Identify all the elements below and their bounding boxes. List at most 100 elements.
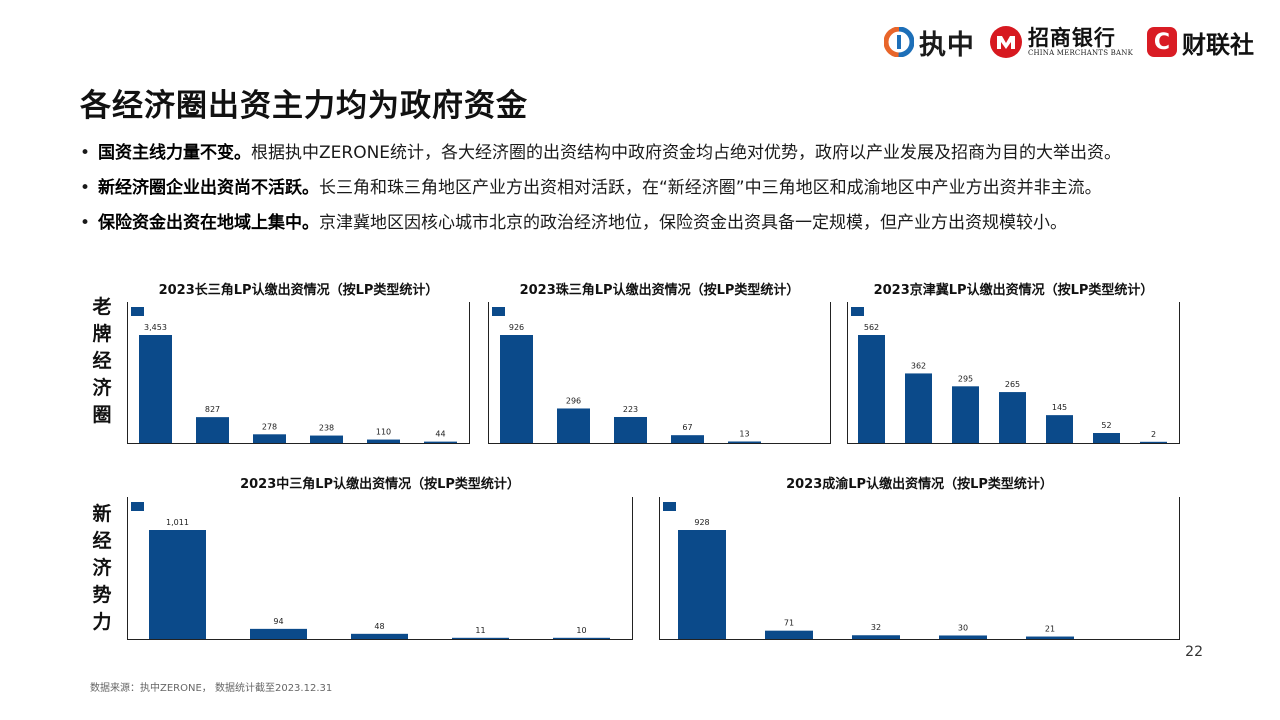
cmb-logo: 招商银行 CHINA MERCHANTS BANK [989, 25, 1133, 59]
chart-data-label: 21 [1045, 625, 1055, 634]
chart-title: 2023京津冀LP认缴出资情况（按LP类型统计） [873, 283, 1154, 298]
chart-data-label: 827 [205, 405, 220, 414]
chart-svg: 926 296 223 67 13 [488, 302, 831, 444]
side-label-char: 新 [92, 503, 112, 525]
chart-data-label: 71 [784, 619, 794, 628]
side-label-old: 老 牌 经 济 圈 [90, 294, 114, 429]
chart-plot-area: 926 296 223 67 13 [488, 302, 831, 444]
chart-data-label: 3,453 [144, 323, 167, 332]
chart-bar [253, 434, 286, 443]
chart-bar [852, 635, 900, 639]
chart-data-label: 52 [1101, 421, 1111, 430]
chart-bar [139, 335, 172, 443]
chart-data-label: 94 [273, 617, 283, 626]
chart-bar [500, 335, 533, 443]
chart-title: 2023中三角LP认缴出资情况（按LP类型统计） [240, 477, 520, 492]
chart-data-label: 238 [319, 424, 334, 433]
bullet-text: 京津冀地区因核心城市北京的政治经济地位，保险资金出资具备一定规模，但产业方出资规… [319, 213, 1067, 233]
chart-data-label: 44 [435, 430, 445, 439]
legend-swatch [131, 307, 144, 316]
chart-data-label: 296 [566, 396, 581, 405]
chart-bar [557, 408, 590, 443]
bullet-text: 长三角和珠三角地区产业方出资相对活跃，在“新经济圈”中三角地区和成渝地区中产业方… [319, 178, 1102, 198]
cmb-logo-text: 招商银行 [1027, 25, 1116, 50]
bullet-item: 新经济圈企业出资尚不活跃。长三角和珠三角地区产业方出资相对活跃，在“新经济圈”中… [80, 171, 1230, 206]
chart-plot-area: 928 71 32 30 21 [659, 497, 1180, 640]
legend-swatch [663, 502, 676, 511]
bullet-list: 国资主线力量不变。根据执中ZERONE统计，各大经济圈的出资结构中政府资金均占绝… [80, 136, 1230, 241]
cmb-logo-icon [989, 26, 1022, 58]
page-number: 22 [1185, 644, 1203, 660]
side-label-char: 老 [92, 296, 112, 318]
cls-logo: C 财联社 [1147, 25, 1254, 60]
chart-bar [614, 416, 647, 443]
chart-title: 2023成渝LP认缴出资情况（按LP类型统计） [786, 477, 1053, 492]
chart-data-label: 32 [871, 623, 881, 632]
cls-logo-text: 财联社 [1182, 30, 1254, 59]
chart-bar [671, 435, 704, 443]
chart-data-label: 223 [623, 405, 638, 414]
bullet-item: 保险资金出资在地域上集中。京津冀地区因核心城市北京的政治经济地位，保险资金出资具… [80, 206, 1230, 241]
side-label-char: 济 [92, 557, 112, 579]
bullet-text: 根据执中ZERONE统计，各大经济圈的出资结构中政府资金均占绝对优势，政府以产业… [251, 143, 1122, 163]
side-label-char: 牌 [92, 323, 112, 345]
legend-swatch [131, 502, 144, 511]
chart-central-triangle: 2023中三角LP认缴出资情况（按LP类型统计） 1,011 94 48 11 10 [127, 473, 633, 640]
bullet-bold: 国资主线力量不变。 [98, 143, 251, 163]
bullet-bold: 新经济圈企业出资尚不活跃。 [98, 178, 319, 198]
logo-bar: 执中 招商银行 CHINA MERCHANTS BANK C 财联社 [883, 22, 1254, 62]
zhizhong-logo-text: 执中 [918, 29, 975, 61]
source-note: 数据来源：执中ZERONE， 数据统计截至2023.12.31 [90, 683, 333, 694]
chart-bar [452, 637, 509, 639]
legend-swatch [492, 307, 505, 316]
chart-title: 2023长三角LP认缴出资情况（按LP类型统计） [158, 283, 439, 298]
side-label-char: 经 [92, 350, 112, 372]
chart-svg: 928 71 32 30 21 [659, 497, 1180, 640]
page-title: 各经济圈出资主力均为政府资金 [80, 88, 528, 124]
legend-swatch [851, 307, 864, 316]
cls-logo-icon: C [1147, 27, 1177, 57]
chart-jingjinji: 2023京津冀LP认缴出资情况（按LP类型统计） 562 362 295 265 145… [847, 279, 1180, 444]
chart-bar [367, 439, 400, 443]
chart-data-label: 10 [576, 626, 586, 635]
chart-title: 2023珠三角LP认缴出资情况（按LP类型统计） [519, 283, 800, 298]
bullet-bold: 保险资金出资在地域上集中。 [98, 213, 319, 233]
chart-bar [1046, 415, 1073, 443]
chart-data-label: 1,011 [166, 518, 189, 527]
chart-bar [939, 635, 987, 639]
chart-bar [553, 637, 610, 639]
chart-plot-area: 3,453 827 278 238 110 44 [127, 302, 470, 444]
chart-data-label: 295 [958, 374, 973, 383]
chart-data-label: 30 [958, 623, 968, 632]
chart-bar [765, 630, 813, 639]
chart-bar [858, 335, 885, 443]
cmb-logo-english: CHINA MERCHANTS BANK [1027, 49, 1133, 57]
chart-data-label: 2 [1151, 430, 1156, 439]
side-label-new: 新 经 济 势 力 [90, 501, 114, 636]
chart-svg: 562 362 295 265 145 52 2 [847, 302, 1180, 444]
side-label-char: 力 [92, 611, 112, 633]
side-label-char: 经 [92, 530, 112, 552]
chart-bar [351, 633, 408, 639]
chart-data-label: 13 [739, 429, 749, 438]
chart-data-label: 362 [911, 361, 926, 370]
side-label-char: 圈 [92, 404, 112, 426]
chart-data-label: 926 [509, 323, 524, 332]
chart-svg: 1,011 94 48 11 10 [127, 497, 633, 640]
zhizhong-logo: 执中 [883, 23, 975, 62]
chart-bar [905, 373, 932, 443]
chart-bar [728, 441, 761, 443]
side-label-char: 济 [92, 377, 112, 399]
chart-bar [952, 386, 979, 443]
chart-plot-area: 1,011 94 48 11 10 [127, 497, 633, 640]
chart-bar [424, 441, 457, 443]
chart-svg: 3,453 827 278 238 110 44 [127, 302, 470, 444]
chart-bar [1093, 433, 1120, 443]
chart-data-label: 67 [682, 423, 692, 432]
chart-bar [250, 628, 307, 639]
chart-bar [1140, 441, 1167, 443]
chart-bar [149, 530, 206, 639]
chart-data-label: 928 [694, 518, 709, 527]
bullet-item: 国资主线力量不变。根据执中ZERONE统计，各大经济圈的出资结构中政府资金均占绝… [80, 136, 1230, 171]
chart-bar [196, 417, 229, 443]
